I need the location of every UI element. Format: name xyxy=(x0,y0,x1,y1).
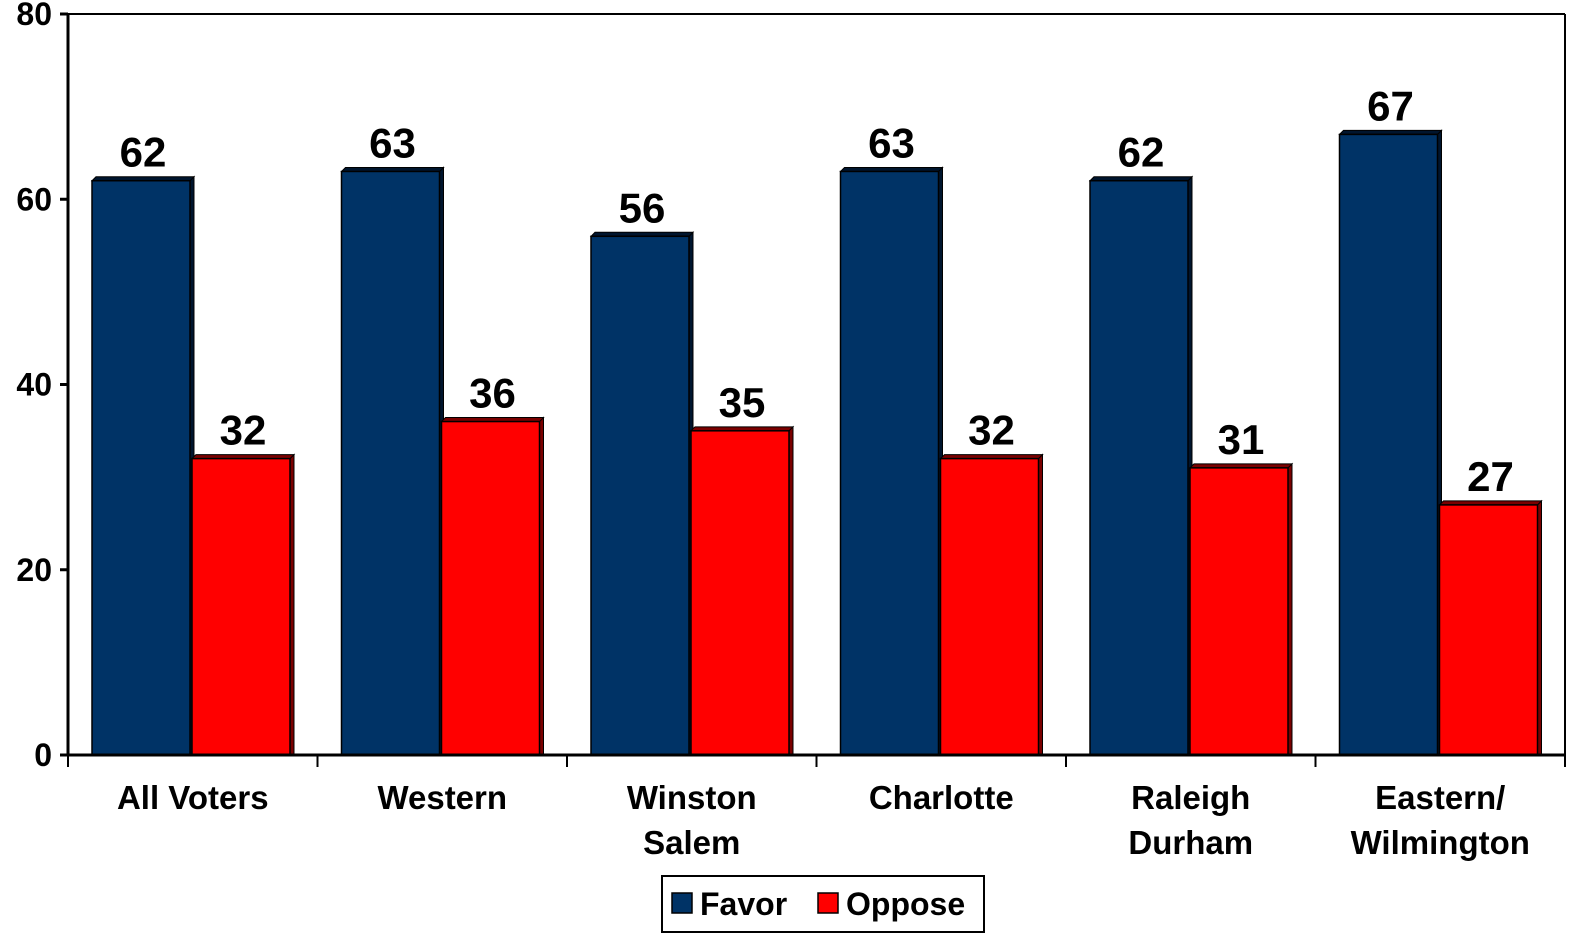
legend-swatch-oppose xyxy=(817,892,839,914)
x-tick-label-line: Raleigh xyxy=(1131,779,1250,816)
x-axis: All Voters Western Winston Salem Charlotte Ra… xyxy=(67,753,1566,861)
data-label-favor-all-voters: 62 xyxy=(120,129,167,176)
y-tick-label-80: 80 xyxy=(16,0,52,32)
bar-oppose-all-voters xyxy=(191,457,291,756)
x-tick-label-raleigh-durham: Raleigh Durham xyxy=(1128,779,1253,861)
y-tick-label-60: 60 xyxy=(16,181,52,217)
bar-oppose-western xyxy=(440,420,541,756)
x-tick-label-line: Winston xyxy=(627,779,757,816)
bar-favor-all-voters xyxy=(91,179,191,756)
bar-favor-winston-salem xyxy=(590,235,690,756)
x-tick-label-winston-salem: Winston Salem xyxy=(627,779,757,861)
legend-label-oppose: Oppose xyxy=(846,886,965,922)
x-tick-label-line: Durham xyxy=(1128,824,1253,861)
y-tick-label-0: 0 xyxy=(34,737,52,773)
x-tick-label-line: Eastern/ xyxy=(1375,779,1505,816)
bars-layer xyxy=(90,129,1543,756)
x-tick-label-western: Western xyxy=(377,779,507,816)
plot-frame xyxy=(68,13,1566,755)
data-label-oppose-raleigh-durham: 31 xyxy=(1218,416,1265,463)
y-axis: 0 20 40 60 80 xyxy=(16,0,70,773)
x-tick-label-line: Wilmington xyxy=(1351,824,1530,861)
data-label-oppose-eastern-wilmington: 27 xyxy=(1467,453,1514,500)
y-tick-label-20: 20 xyxy=(16,552,52,588)
legend: Favor Oppose xyxy=(661,875,985,933)
data-label-oppose-winston-salem: 35 xyxy=(719,379,766,426)
data-label-oppose-charlotte: 32 xyxy=(968,407,1015,454)
data-label-favor-charlotte: 63 xyxy=(868,119,915,166)
x-tick-label-eastern-wilmington: Eastern/Wilmington xyxy=(1351,779,1530,861)
data-label-favor-winston-salem: 56 xyxy=(619,184,666,231)
x-tick-label-charlotte: Charlotte xyxy=(869,779,1014,816)
x-tick-label-line: All Voters xyxy=(117,779,269,816)
bar-oppose-charlotte xyxy=(939,457,1040,756)
x-tick-label-line: Western xyxy=(377,779,507,816)
legend-label-favor: Favor xyxy=(700,886,787,922)
data-label-favor-raleigh-durham: 62 xyxy=(1118,129,1165,176)
data-label-oppose-western: 36 xyxy=(469,370,516,417)
y-tick-label-40: 40 xyxy=(16,367,52,403)
data-label-favor-eastern-wilmington: 67 xyxy=(1367,82,1414,129)
bar-favor-raleigh-durham xyxy=(1089,179,1189,756)
legend-swatch-favor xyxy=(671,892,693,914)
bar-favor-western xyxy=(340,170,441,756)
data-label-oppose-all-voters: 32 xyxy=(220,407,267,454)
data-labels: 62 32 63 36 56 35 63 32 62 31 67 27 xyxy=(120,82,1514,500)
bar-oppose-raleigh-durham xyxy=(1189,467,1289,756)
bar-favor-charlotte xyxy=(839,170,940,756)
bar-oppose-eastern-wilmington xyxy=(1438,504,1539,756)
x-tick-label-line: Salem xyxy=(643,824,740,861)
x-tick-label-line: Charlotte xyxy=(869,779,1014,816)
x-tick-label-all-voters: All Voters xyxy=(117,779,269,816)
bar-favor-eastern-wilmington xyxy=(1338,133,1439,756)
bar-oppose-winston-salem xyxy=(690,430,790,756)
data-label-favor-western: 63 xyxy=(369,119,416,166)
